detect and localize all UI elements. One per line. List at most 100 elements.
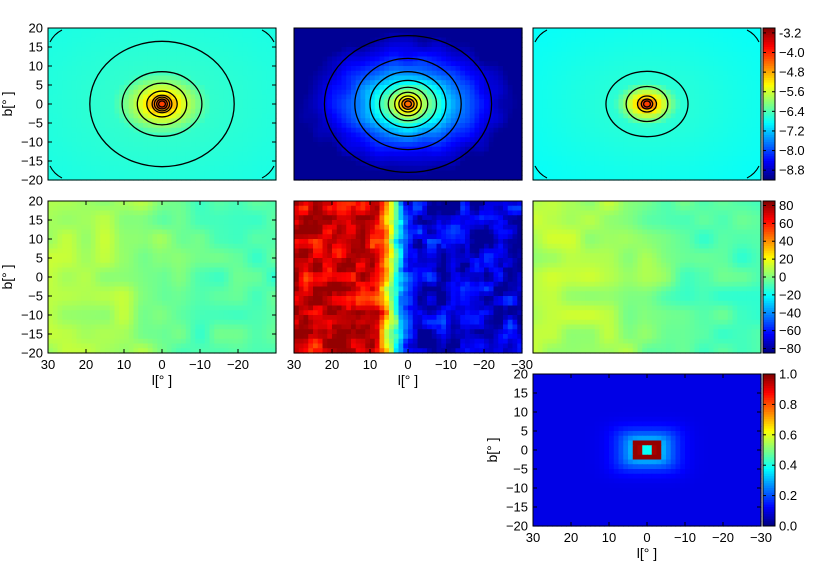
heatmap-cell <box>507 47 514 53</box>
heatmap-cell <box>346 28 352 34</box>
heatmap-cell <box>431 165 438 172</box>
heatmap-cell <box>238 113 244 119</box>
heatmap-cell <box>580 108 586 115</box>
heatmap-cell <box>322 118 328 124</box>
heatmap-cell <box>680 137 686 143</box>
heatmap-cell <box>152 142 158 148</box>
heatmap-cell <box>604 56 610 62</box>
heatmap-cell <box>370 127 376 134</box>
heatmap-cell <box>147 170 154 176</box>
heatmap-cell <box>479 37 485 43</box>
heatmap-cell <box>718 146 724 153</box>
heatmap-cell <box>152 205 158 212</box>
heatmap-cell <box>114 161 120 167</box>
heatmap-cell <box>503 70 509 77</box>
heatmap-cell <box>52 80 59 86</box>
heatmap-cell <box>71 70 78 77</box>
heatmap-cell <box>542 94 548 100</box>
heatmap-cell <box>162 142 168 148</box>
heatmap-cell <box>313 56 319 62</box>
heatmap-cell <box>266 215 272 221</box>
heatmap-cell <box>450 170 457 176</box>
heatmap-cell <box>204 118 211 124</box>
heatmap-cell <box>81 104 87 110</box>
heatmap-cell <box>446 146 452 153</box>
heatmap-cell <box>455 175 461 181</box>
heatmap-cell <box>618 165 624 172</box>
heatmap-cell <box>200 165 206 172</box>
colorbar-segment <box>763 54 775 58</box>
heatmap-cell <box>403 28 409 34</box>
heatmap-cell <box>181 75 187 81</box>
heatmap-cell <box>185 142 192 148</box>
heatmap-cell <box>374 113 381 119</box>
heatmap-cell <box>228 99 234 105</box>
heatmap-cell <box>556 137 563 143</box>
heatmap-cell <box>742 165 748 172</box>
heatmap-cell <box>214 123 220 129</box>
heatmap-cell <box>62 132 68 138</box>
heatmap-cell <box>332 47 338 53</box>
heatmap-cell <box>100 108 106 115</box>
heatmap-cell <box>718 61 724 67</box>
heatmap-cell <box>718 47 724 53</box>
heatmap-cell <box>119 61 125 67</box>
heatmap-cell <box>575 28 582 34</box>
heatmap-cell <box>317 170 324 176</box>
heatmap-cell <box>732 61 738 67</box>
heatmap-cell <box>580 85 586 91</box>
heatmap-cell <box>469 161 476 167</box>
heatmap-cell <box>171 47 177 53</box>
heatmap-cell <box>332 75 338 81</box>
heatmap-cell <box>465 127 471 134</box>
heatmap-cell <box>503 127 509 134</box>
heatmap-cell <box>484 85 490 91</box>
heatmap-cell <box>204 70 211 77</box>
heatmap-cell <box>561 32 567 39</box>
heatmap-cell <box>294 118 300 124</box>
heatmap-cell <box>138 132 144 138</box>
heatmap-cell <box>379 151 385 157</box>
heatmap-cell <box>57 137 63 143</box>
heatmap-cell <box>52 175 59 181</box>
heatmap-cell <box>114 151 120 157</box>
heatmap-cell <box>332 113 338 119</box>
heatmap-cell <box>623 118 629 124</box>
heatmap-cell <box>680 80 686 86</box>
heatmap-cell <box>76 175 82 181</box>
heatmap-cell <box>498 165 504 172</box>
heatmap-cell <box>694 37 700 43</box>
heatmap-cell <box>138 118 144 124</box>
heatmap-cell <box>512 113 518 119</box>
heatmap-cell <box>109 156 116 162</box>
heatmap-cell <box>152 47 158 53</box>
heatmap-cell <box>71 37 78 43</box>
heatmap-cell <box>317 80 324 86</box>
heatmap-cell <box>685 175 691 181</box>
heatmap-cell <box>585 47 591 53</box>
heatmap-cell <box>181 123 187 129</box>
heatmap-cell <box>124 175 130 181</box>
heatmap-cell <box>455 61 461 67</box>
heatmap-cell <box>271 108 277 115</box>
heatmap-cell <box>647 137 653 143</box>
heatmap-cell <box>133 165 139 172</box>
heatmap-cell <box>109 108 116 115</box>
heatmap-cell <box>195 137 201 143</box>
heatmap-cell <box>737 108 743 115</box>
heatmap-cell <box>233 51 239 58</box>
heatmap-cell <box>379 170 385 176</box>
heatmap-cell <box>71 210 78 216</box>
heatmap-cell <box>336 137 343 143</box>
heatmap-cell <box>228 170 234 176</box>
heatmap-cell <box>143 165 149 172</box>
heatmap-cell <box>90 47 97 53</box>
heatmap-cell <box>271 94 277 100</box>
heatmap-cell <box>727 137 734 143</box>
heatmap-cell <box>689 89 696 96</box>
heatmap-cell <box>238 210 244 216</box>
heatmap-cell <box>479 104 485 110</box>
heatmap-cell <box>162 151 168 157</box>
heatmap-cell <box>694 175 700 181</box>
heatmap-cell <box>609 94 615 100</box>
